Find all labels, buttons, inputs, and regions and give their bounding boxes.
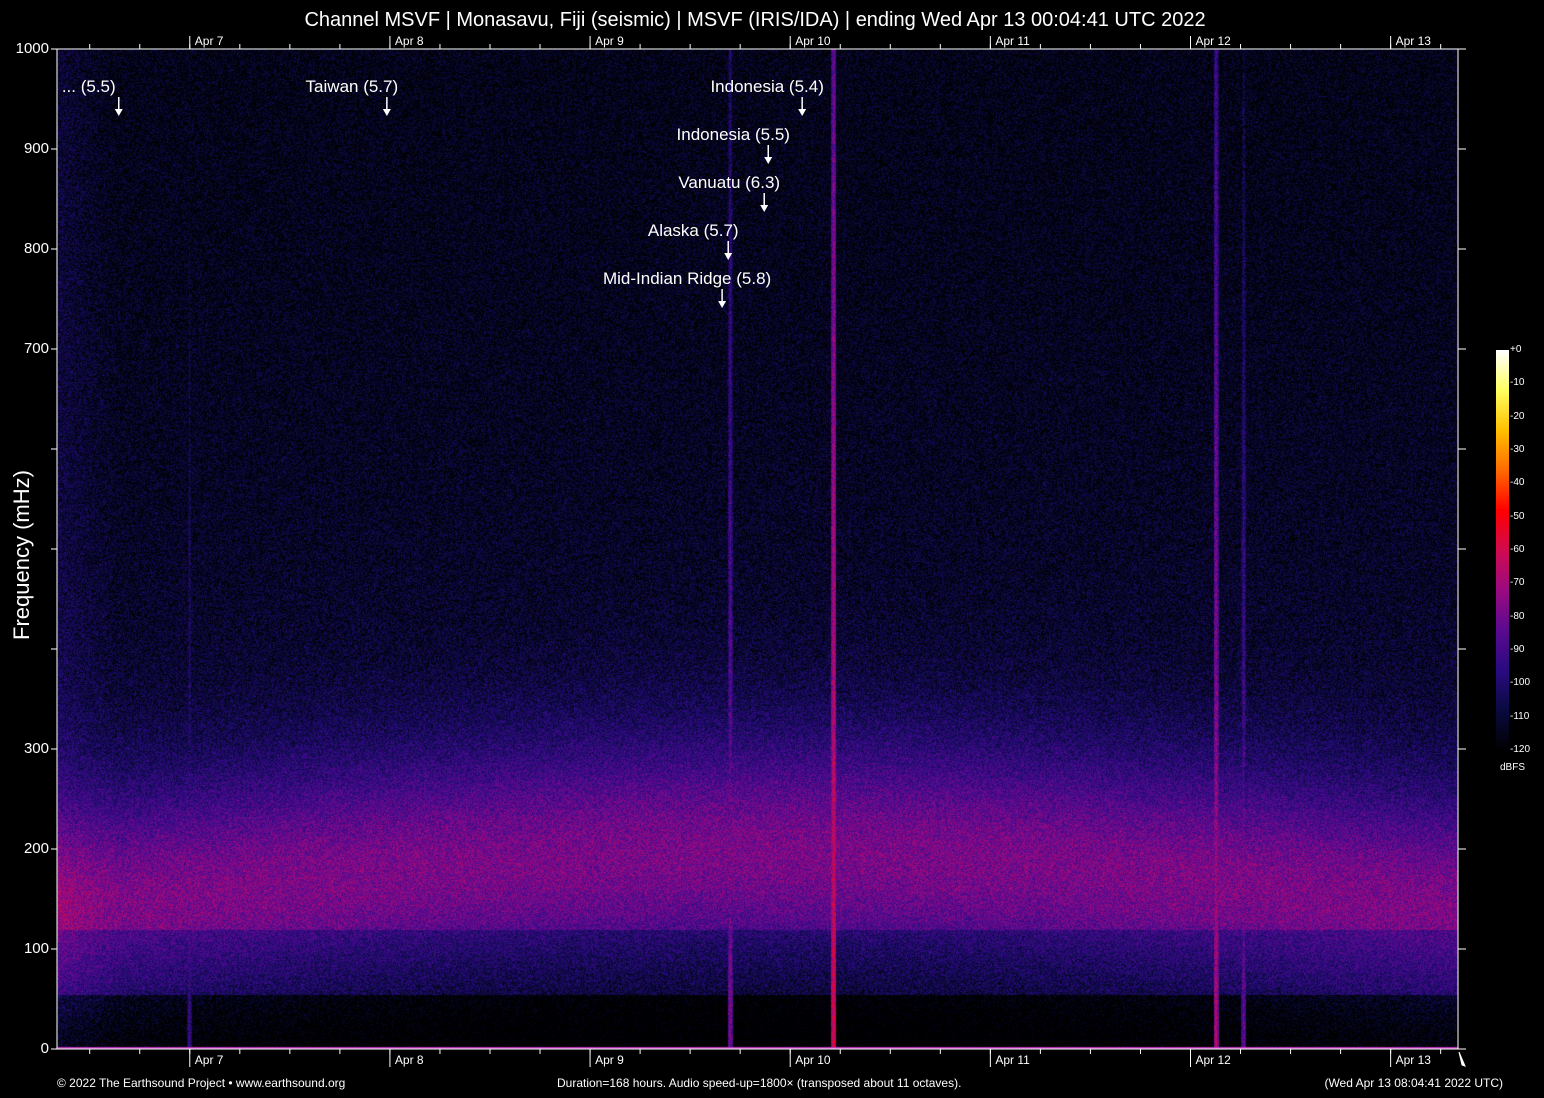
colorbar-tick-label: -50 [1510, 510, 1525, 522]
colorbar-tick-label: -30 [1510, 444, 1525, 455]
y-tick-label: 100 [23, 940, 49, 957]
event-arrow-down-icon [764, 157, 773, 164]
event-annotation-label: Taiwan (5.7) [305, 77, 399, 96]
x-tick-label: Apr 11 [995, 1053, 1030, 1067]
colorbar-tick-label: -20 [1510, 410, 1525, 422]
x-tick-label: Apr 12 [1195, 1053, 1231, 1067]
footer-timestamp: (Wed Apr 13 08:04:41 2022 UTC) [1324, 1076, 1503, 1090]
footer-duration: Duration=168 hours. Audio speed-up=1800×… [557, 1076, 962, 1090]
event-annotation-label: Mid-Indian Ridge (5.8) [602, 269, 772, 288]
x-tick-label: Apr 9 [595, 1053, 624, 1067]
colorbar-tick-label: -120 [1510, 744, 1531, 755]
colorbar-tick-label: -70 [1510, 577, 1525, 589]
event-arrow-down-icon [382, 109, 391, 116]
x-tick-label: Apr 7 [194, 1053, 224, 1067]
now-cursor-icon [1458, 1051, 1466, 1067]
colorbar-tick-label: -10 [1510, 377, 1525, 389]
colorbar-unit: dBFS [1500, 762, 1526, 773]
event-annotation-label: Indonesia (5.5) [676, 125, 790, 144]
y-tick-label: 0 [40, 1040, 49, 1057]
x-tick-label-top: Apr 12 [1195, 34, 1231, 48]
y-tick-label: 200 [23, 840, 49, 857]
x-tick-label: Apr 8 [394, 1053, 424, 1067]
colorbar-tick-label: +0 [1510, 344, 1522, 355]
event-arrow-down-icon [724, 253, 733, 260]
event-annotation-label: Alaska (5.7) [647, 221, 739, 240]
x-tick-label-top: Apr 9 [595, 34, 624, 48]
footer-copyright: © 2022 The Earthsound Project • www.eart… [57, 1076, 346, 1090]
event-annotation-label: Vanuatu (6.3) [678, 173, 781, 192]
chart-title: Channel MSVF | Monasavu, Fiji (seismic) … [304, 9, 1206, 31]
event-annotation-label: ... (5.5) [61, 77, 116, 96]
event-arrow-down-icon [798, 109, 807, 116]
colorbar-tick-label: -100 [1510, 677, 1531, 689]
x-tick-label-top: Apr 13 [1395, 34, 1431, 48]
plot-axes [51, 36, 1466, 1067]
x-tick-label: Apr 13 [1395, 1053, 1431, 1067]
x-tick-label-top: Apr 11 [995, 34, 1030, 48]
x-tick-label-top: Apr 8 [394, 34, 424, 48]
colorbar-tick-label: -60 [1510, 544, 1525, 555]
event-arrow-down-icon [760, 205, 769, 212]
x-tick-label: Apr 10 [795, 1053, 831, 1067]
y-tick-label: 900 [23, 140, 49, 157]
y-tick-label: 700 [23, 340, 49, 357]
x-tick-label-top: Apr 7 [194, 34, 224, 48]
event-arrow-down-icon [114, 109, 123, 116]
spectrogram-heatmap [57, 49, 1458, 1049]
colorbar-tick-label: -110 [1510, 710, 1530, 722]
x-tick-label-top: Apr 10 [795, 34, 831, 48]
event-arrow-down-icon [718, 301, 727, 308]
colorbar [1496, 350, 1509, 750]
colorbar-tick-label: -80 [1510, 610, 1525, 622]
y-tick-label: 1000 [15, 40, 49, 57]
y-tick-label: 300 [23, 740, 49, 757]
colorbar-tick-label: -40 [1510, 477, 1525, 489]
colorbar-tick-label: -90 [1510, 644, 1525, 655]
y-tick-label: 800 [23, 240, 49, 257]
y-axis-label: Frequency (mHz) [9, 470, 34, 640]
event-annotation-label: Indonesia (5.4) [710, 77, 824, 96]
spectrogram-plot [51, 36, 1466, 1067]
